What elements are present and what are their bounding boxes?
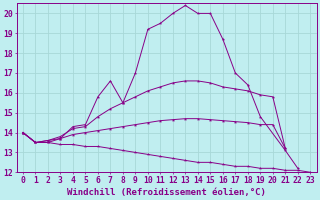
X-axis label: Windchill (Refroidissement éolien,°C): Windchill (Refroidissement éolien,°C) bbox=[67, 188, 266, 197]
